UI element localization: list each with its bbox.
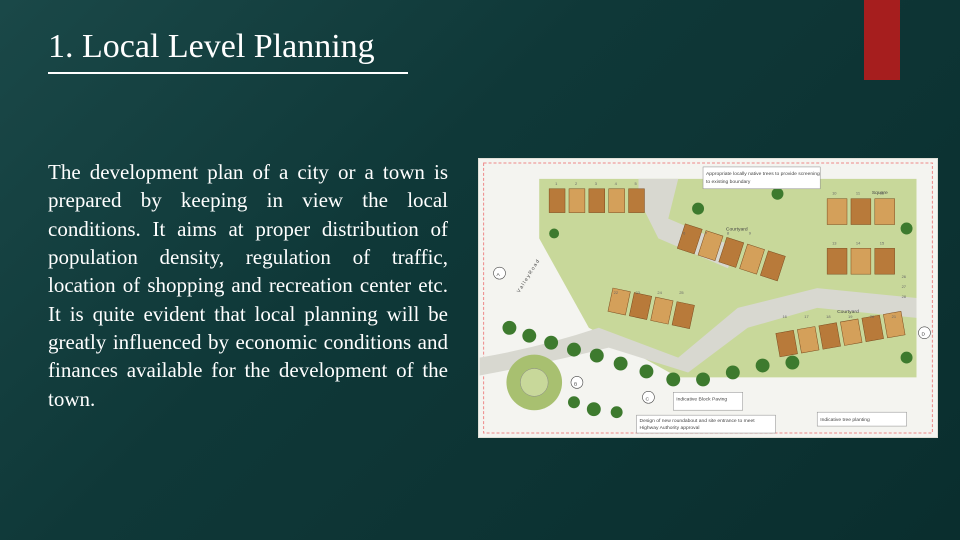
legend-bottom-2: Design of new roundabout and site entran… (637, 415, 776, 433)
svg-text:C: C (645, 396, 649, 402)
svg-text:Highway Authority approval: Highway Authority approval (639, 425, 699, 431)
svg-text:27: 27 (902, 284, 906, 289)
svg-text:to existing boundary: to existing boundary (706, 179, 751, 185)
road-label: V a l l e y R o a d (516, 259, 541, 294)
svg-text:21: 21 (892, 314, 897, 319)
svg-text:16: 16 (782, 314, 787, 319)
svg-text:10: 10 (832, 191, 837, 196)
svg-text:18: 18 (826, 314, 831, 319)
svg-text:17: 17 (804, 314, 808, 319)
area-label-courtyard-1: Courtyard (726, 226, 748, 232)
svg-text:7: 7 (705, 230, 707, 235)
svg-text:Design of new roundabout and s: Design of new roundabout and site entran… (639, 418, 755, 424)
legend-bottom-1: Indicative Block Paving (673, 392, 743, 410)
legend-bottom-3: Indicative tree planting (817, 412, 906, 426)
svg-text:Appropriate locally native tre: Appropriate locally native trees to prov… (706, 171, 820, 177)
svg-text:D: D (921, 332, 925, 338)
page-title: 1. Local Level Planning (48, 28, 375, 66)
svg-text:26: 26 (902, 274, 907, 279)
title-underline (48, 72, 408, 74)
svg-text:19: 19 (848, 314, 853, 319)
svg-text:24: 24 (657, 290, 662, 295)
legend-top: Appropriate locally native trees to prov… (703, 167, 820, 189)
svg-text:25: 25 (679, 290, 684, 295)
svg-text:28: 28 (902, 294, 907, 299)
svg-text:Indicative tree planting: Indicative tree planting (820, 417, 870, 423)
svg-text:13: 13 (832, 240, 837, 245)
svg-text:22: 22 (614, 290, 618, 295)
svg-text:Indicative Block Paving: Indicative Block Paving (676, 396, 727, 402)
svg-text:2: 2 (575, 181, 577, 186)
body-paragraph: The development plan of a city or a town… (48, 158, 448, 413)
svg-text:14: 14 (856, 240, 861, 245)
svg-text:23: 23 (636, 290, 641, 295)
site-plan-figure: V a l l e y R o a d Courtyard Square Cou… (478, 158, 938, 438)
svg-text:20: 20 (870, 314, 875, 319)
svg-text:12: 12 (880, 191, 884, 196)
roundabout-inner (520, 368, 548, 396)
accent-bar (864, 0, 900, 80)
block-row-nw (549, 189, 644, 213)
svg-text:15: 15 (880, 240, 885, 245)
site-plan-svg: V a l l e y R o a d Courtyard Square Cou… (479, 159, 937, 437)
